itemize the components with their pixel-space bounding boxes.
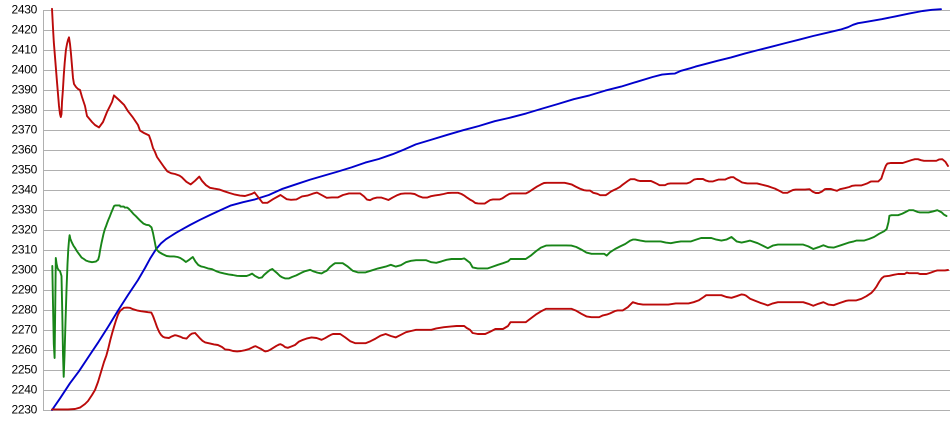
svg-text:2340: 2340 (12, 183, 38, 197)
svg-text:2310: 2310 (12, 243, 38, 257)
svg-text:2370: 2370 (12, 123, 38, 137)
svg-text:2400: 2400 (12, 63, 38, 77)
svg-text:2360: 2360 (12, 143, 38, 157)
svg-text:2320: 2320 (12, 223, 38, 237)
svg-text:2290: 2290 (12, 283, 38, 297)
svg-text:2260: 2260 (12, 343, 38, 357)
svg-text:2240: 2240 (12, 383, 38, 397)
svg-text:2350: 2350 (12, 163, 38, 177)
svg-text:2420: 2420 (12, 23, 38, 37)
svg-text:2250: 2250 (12, 363, 38, 377)
svg-text:2270: 2270 (12, 323, 38, 337)
svg-text:2330: 2330 (12, 203, 38, 217)
svg-text:2300: 2300 (12, 263, 38, 277)
svg-text:2380: 2380 (12, 103, 38, 117)
svg-text:2230: 2230 (12, 403, 38, 417)
svg-text:2390: 2390 (12, 83, 38, 97)
svg-text:2410: 2410 (12, 43, 38, 57)
svg-text:2280: 2280 (12, 303, 38, 317)
svg-text:2430: 2430 (12, 3, 38, 17)
